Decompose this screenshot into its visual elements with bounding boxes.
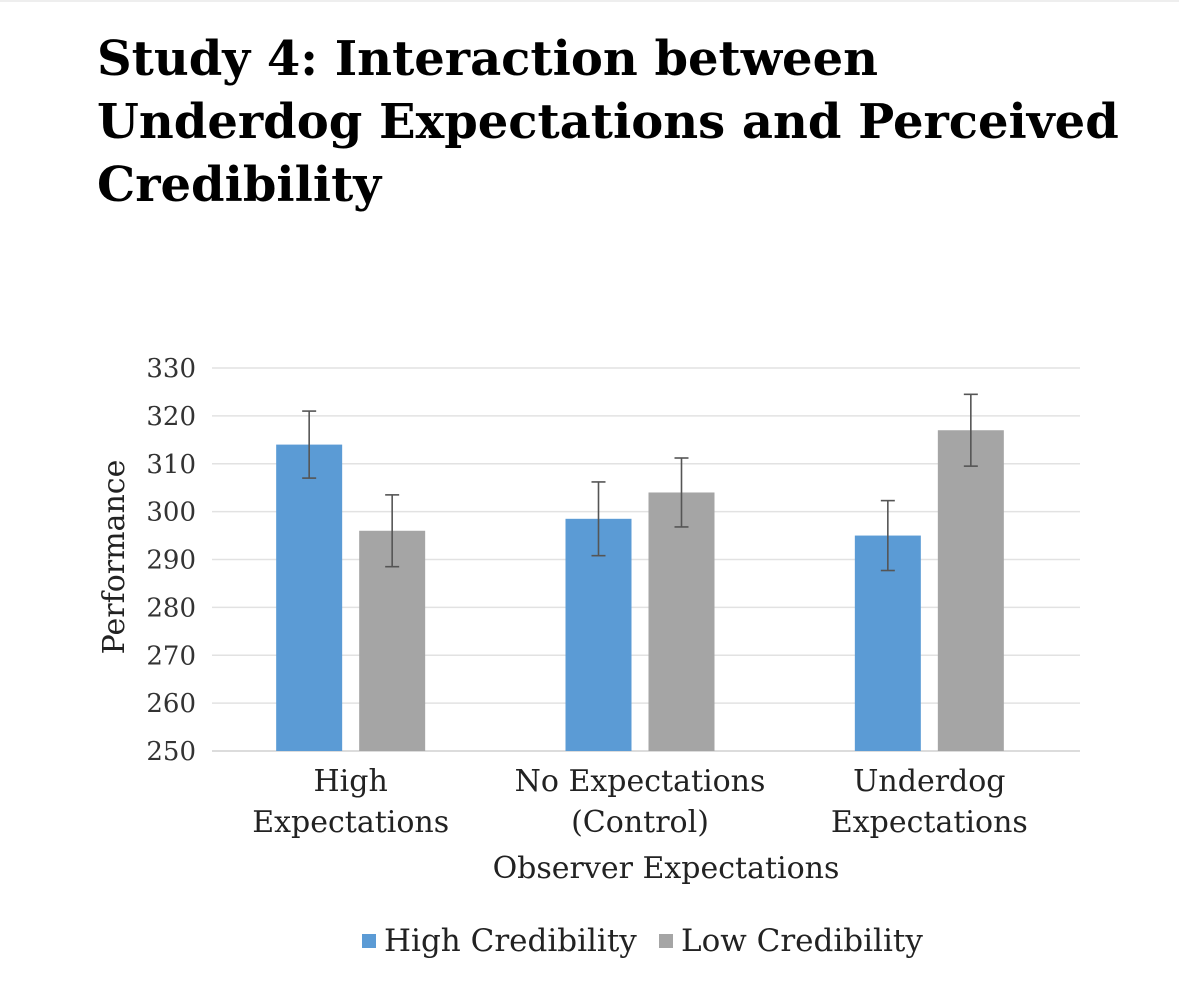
gridlines <box>212 367 1080 752</box>
x-category-label: Underdog <box>853 764 1005 799</box>
y-tick-label: 290 <box>146 546 196 576</box>
x-category-label: No Expectations <box>515 764 766 799</box>
y-tick-label: 320 <box>146 402 196 432</box>
y-tick-label: 330 <box>146 354 196 384</box>
y-axis-label: Performance <box>97 460 132 655</box>
legend: High Credibility Low Credibility <box>362 923 923 959</box>
bar-high-credibility <box>565 518 632 751</box>
y-tick-label: 310 <box>146 450 196 480</box>
chart-title-line-2: Underdog Expectations and Perceived <box>97 94 1119 150</box>
legend-label: High Credibility <box>384 923 637 959</box>
x-category-label: Expectations <box>831 805 1028 840</box>
y-tick-label: 250 <box>146 737 196 767</box>
y-axis-ticks: 250 260 270 280 290 300 310 320 330 <box>146 354 196 767</box>
bars <box>276 430 1004 751</box>
y-tick-label: 270 <box>146 641 196 671</box>
y-tick-label: 260 <box>146 689 196 719</box>
chart-title: Study 4: Interaction between Underdog Ex… <box>97 28 1119 217</box>
x-axis-label: Observer Expectations <box>493 851 840 886</box>
bar-low-credibility <box>937 430 1004 751</box>
chart-title-line-1: Study 4: Interaction between <box>97 31 879 87</box>
bar-high-credibility <box>854 535 921 751</box>
legend-label: Low Credibility <box>681 923 923 959</box>
x-category-label: Expectations <box>252 805 449 840</box>
chart-title-line-3: Credibility <box>97 157 382 213</box>
bar-high-credibility <box>276 444 343 751</box>
y-tick-label: 280 <box>146 593 196 623</box>
legend-swatch <box>362 934 376 948</box>
error-bars <box>302 393 978 572</box>
x-category-label: High <box>314 764 388 799</box>
legend-swatch <box>659 934 673 948</box>
y-tick-label: 300 <box>146 498 196 528</box>
top-border-line <box>0 0 1179 2</box>
x-axis-categories: High Expectations No Expectations (Control)… <box>252 764 1028 840</box>
bar-low-credibility <box>648 492 715 751</box>
x-category-label: (Control) <box>571 805 709 840</box>
